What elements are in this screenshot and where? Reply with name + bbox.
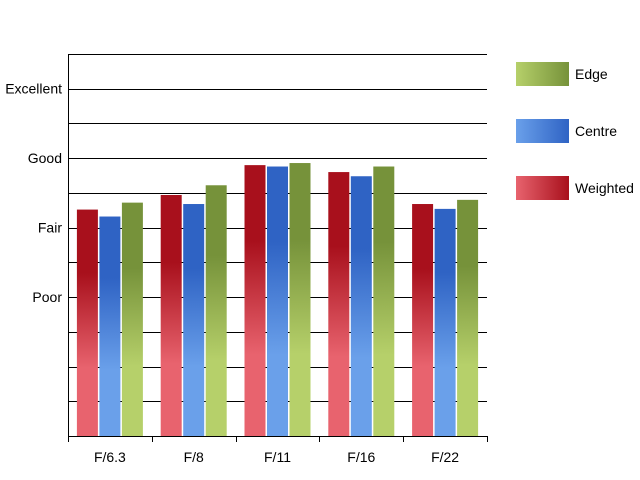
bar-edge-f-16 — [373, 166, 395, 436]
y-tick-labels: Poor Fair Good Excellent — [5, 81, 62, 305]
legend-swatch-edge — [516, 62, 569, 86]
y-tick-label-poor: Poor — [32, 289, 62, 305]
x-tick-label-f-6-3: F/6.3 — [94, 449, 126, 465]
bar-centre-f-8 — [183, 204, 205, 436]
legend-label-weighted: Weighted — [575, 180, 634, 196]
bar-weighted-f-6-3 — [76, 209, 98, 436]
y-tick-label-fair: Fair — [38, 220, 62, 236]
y-tick-label-good: Good — [28, 150, 62, 166]
legend-swatch-weighted — [516, 176, 569, 200]
x-tick-label-f-22: F/22 — [431, 449, 459, 465]
bar-centre-f-16 — [350, 176, 372, 437]
bar-centre-f-11 — [267, 166, 288, 436]
bar-edge-f-8 — [205, 185, 227, 436]
legend-swatch-centre — [516, 119, 569, 143]
legend-label-edge: Edge — [575, 66, 608, 82]
y-tick-label-excellent: Excellent — [5, 81, 62, 97]
bar-weighted-f-8 — [160, 194, 182, 436]
legend: Edge Centre Weighted — [516, 62, 634, 200]
bar-centre-f-6-3 — [99, 216, 121, 436]
bar-edge-f-6-3 — [121, 202, 143, 436]
x-tick-label-f-16: F/16 — [347, 449, 375, 465]
bar-group — [76, 163, 479, 437]
legend-label-centre: Centre — [575, 123, 617, 139]
bar-edge-f-22 — [457, 199, 479, 436]
x-tick-label-f-11: F/11 — [264, 449, 291, 465]
bar-weighted-f-16 — [328, 172, 350, 436]
bar-centre-f-22 — [434, 208, 456, 436]
bar-weighted-f-22 — [412, 204, 434, 436]
x-tick-labels: F/6.3 F/8 F/11 F/16 F/22 — [94, 449, 459, 465]
bar-weighted-f-11 — [244, 165, 266, 437]
x-tick-label-f-8: F/8 — [184, 449, 204, 465]
bar-edge-f-11 — [289, 163, 311, 436]
axes — [68, 54, 488, 442]
